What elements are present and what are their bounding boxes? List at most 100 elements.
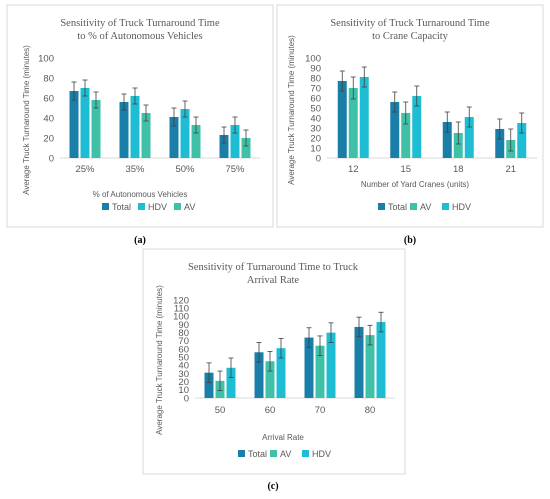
chart-c-bar-hdv <box>276 348 286 398</box>
chart-a-bar-av <box>141 113 151 158</box>
chart-c-bar-total <box>304 337 314 398</box>
chart-c-bar-total <box>354 326 364 398</box>
chart-c-bar-av <box>265 361 275 398</box>
chart-b-title-line-2: to Crane Capacity <box>372 31 449 42</box>
chart-c-y-tick-label: 60 <box>178 344 189 355</box>
chart-b-y-tick-label: 0 <box>316 153 321 164</box>
panel-b-label: (b) <box>404 235 416 246</box>
chart-a-bar-hdv <box>130 96 140 158</box>
chart-a-title-line-1: Sensitivity of Truck Turnaround Time <box>60 18 220 29</box>
chart-a-bar-hdv <box>80 88 90 158</box>
chart-c-bar-av <box>365 335 375 398</box>
chart-c-y-tick-label: 100 <box>173 312 189 323</box>
chart-a-y-tick-label: 100 <box>38 53 54 64</box>
chart-a-legend-label-hdv: HDV <box>148 202 167 212</box>
chart-a-legend-label-av: AV <box>184 202 195 212</box>
chart-c-x-axis-label: Arrival Rate <box>262 433 304 442</box>
chart-c-y-tick-label: 50 <box>178 352 189 363</box>
chart-c-bar-hdv <box>226 367 236 398</box>
chart-a-legend: Total HDV AV <box>102 202 195 212</box>
chart-a-legend-label-total: Total <box>112 202 131 212</box>
chart-a-bar-av <box>191 125 201 158</box>
chart-b-y-tick-label: 20 <box>310 133 321 144</box>
panel-a-label: (a) <box>134 235 146 246</box>
chart-a-x-tick-label: 75% <box>225 164 245 175</box>
chart-b-legend-swatch-hdv <box>442 203 449 210</box>
chart-c-bar-av <box>315 345 325 398</box>
chart-b-bar-av <box>453 133 463 158</box>
chart-a-bar-total <box>119 102 129 158</box>
chart-b-y-tick-label: 80 <box>310 73 321 84</box>
chart-b-bar-av <box>348 88 358 158</box>
chart-b-legend-swatch-total <box>378 203 385 210</box>
chart-b-y-tick-label: 10 <box>310 143 321 154</box>
chart-a-bar-total <box>69 91 79 158</box>
chart-c-y-tick-label: 70 <box>178 336 189 347</box>
chart-a-bar-hdv <box>230 125 240 158</box>
chart-b-bar-hdv <box>464 117 474 158</box>
chart-panel-c: Sensitivity of Turnaround Time to Truck … <box>142 248 406 475</box>
chart-c-legend-label-hdv: HDV <box>312 449 331 459</box>
chart-panel-b: Sensitivity of Truck Turnaround Time to … <box>276 4 544 228</box>
chart-c-legend: Total AV HDV <box>238 449 331 459</box>
chart-b-x-axis-label: Number of Yard Cranes (units) <box>361 180 470 189</box>
chart-b-legend-label-av: AV <box>420 202 431 212</box>
chart-a-y-tick-label: 60 <box>43 93 54 104</box>
chart-b-bar-av <box>401 113 411 158</box>
chart-c-legend-swatch-av <box>270 450 277 457</box>
chart-panel-a: Sensitivity of Truck Turnaround Time to … <box>6 4 274 228</box>
chart-b-y-tick-label: 100 <box>305 53 321 64</box>
chart-a-bar-av <box>241 138 251 158</box>
chart-c-title-line-2: Arrival Rate <box>247 275 300 286</box>
chart-c-title-line-1: Sensitivity of Turnaround Time to Truck <box>188 262 359 273</box>
chart-a-title-line-2: to % of Autonomous Vehicles <box>77 31 202 42</box>
chart-a-x-tick-label: 25% <box>75 164 95 175</box>
chart-b-bar-total <box>495 129 505 158</box>
chart-c-y-tick-label: 30 <box>178 369 189 380</box>
chart-b-y-axis-label: Average Truck Turnaround Time (minutes) <box>287 35 296 185</box>
chart-c-bar-total <box>254 352 264 398</box>
chart-a-bar-total <box>219 135 229 158</box>
chart-b-x-tick-label: 12 <box>348 164 359 175</box>
chart-b-y-tick-label: 50 <box>310 103 321 114</box>
chart-a-x-axis-label: % of Autonomous Vehicles <box>93 190 188 199</box>
chart-a-y-tick-label: 40 <box>43 113 54 124</box>
chart-c-y-tick-label: 110 <box>174 303 189 314</box>
chart-a-y-axis-label: Average Truck Turnaround Time (minutes) <box>22 45 31 195</box>
chart-c-y-tick-label: 10 <box>178 385 189 396</box>
chart-a-legend-swatch-total <box>102 203 109 210</box>
chart-b-bar-hdv <box>517 123 527 158</box>
chart-a-legend-swatch-hdv <box>138 203 145 210</box>
chart-c-x-tick-label: 80 <box>365 405 376 416</box>
chart-b-y-tick-label: 60 <box>310 93 321 104</box>
chart-b-legend-swatch-av <box>410 203 417 210</box>
chart-a-plot-area: 0 20 40 60 80 100 25% 35% 50% 75% <box>38 53 260 175</box>
chart-a-frame <box>6 4 274 228</box>
chart-c-y-tick-label: 0 <box>184 393 189 404</box>
chart-c-y-tick-label: 90 <box>178 320 189 331</box>
chart-b-x-tick-label: 15 <box>400 164 411 175</box>
chart-b-bar-total <box>390 102 400 158</box>
chart-c-y-tick-label: 40 <box>178 361 189 372</box>
chart-c-x-tick-label: 60 <box>265 405 276 416</box>
chart-a-legend-swatch-av <box>174 203 181 210</box>
chart-b-y-tick-label: 70 <box>310 83 321 94</box>
chart-a-y-tick-label: 0 <box>49 153 54 164</box>
chart-c-x-tick-label: 70 <box>315 405 326 416</box>
chart-a-bar-av <box>91 100 101 158</box>
chart-a-x-tick-label: 50% <box>175 164 195 175</box>
chart-c-y-axis-label: Average Truck Turnaround Time (minutes) <box>155 285 164 435</box>
chart-b-title-line-1: Sensitivity of Truck Turnaround Time <box>330 18 490 29</box>
chart-b-y-tick-label: 30 <box>310 123 321 134</box>
chart-c-x-tick-label: 50 <box>215 405 226 416</box>
chart-a-x-tick-label: 35% <box>125 164 145 175</box>
chart-a-bar-total <box>169 117 179 158</box>
chart-b-legend-label-total: Total <box>388 202 407 212</box>
chart-c-y-tick-label: 20 <box>178 377 189 388</box>
chart-a-y-tick-label: 80 <box>43 73 54 84</box>
chart-b-bar-total <box>442 122 452 158</box>
chart-b-y-tick-label: 90 <box>310 63 321 74</box>
chart-b-bar-hdv <box>412 96 422 158</box>
chart-c-legend-label-total: Total <box>248 449 267 459</box>
